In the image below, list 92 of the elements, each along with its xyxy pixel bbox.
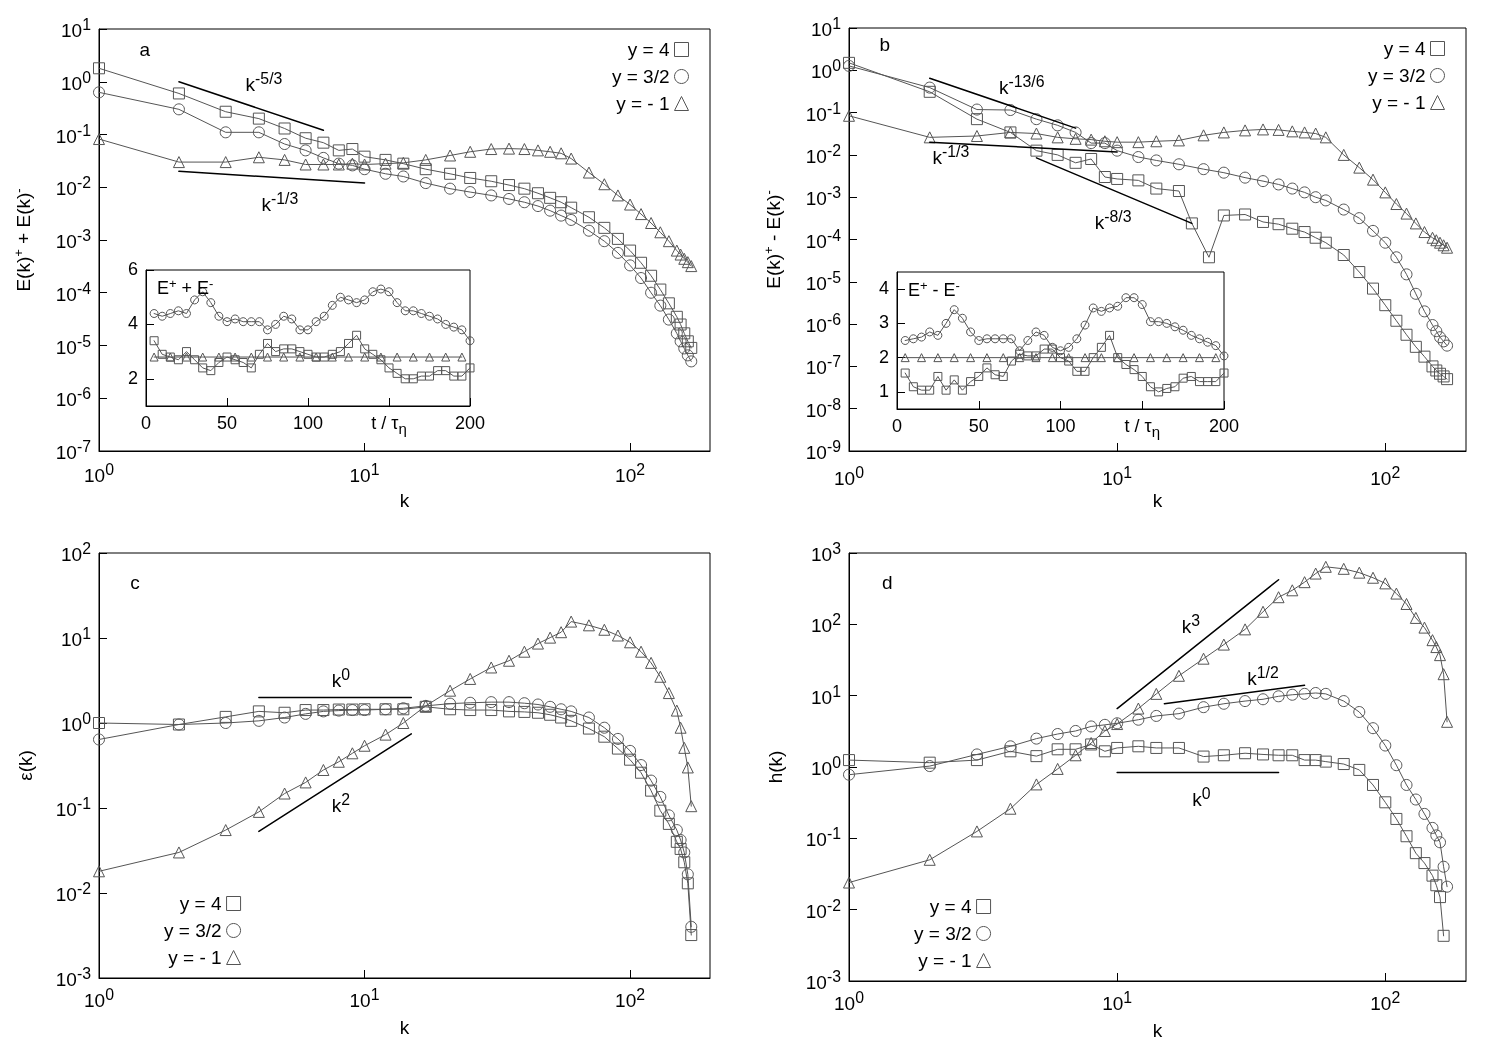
y-axis-title: E(k)+ - E(k)- bbox=[761, 190, 784, 289]
y-tick-label: 10$^{1}$ bbox=[811, 682, 841, 709]
annotation: k$^{-5/3}$ bbox=[245, 69, 283, 96]
legend-label: y = 3/2 bbox=[163, 920, 222, 941]
y-tick-label: 10$^{2}$ bbox=[811, 611, 841, 638]
y-tick-label: 2 bbox=[127, 367, 138, 389]
x-axis-title: k bbox=[399, 1017, 410, 1038]
annotation: k$^{0}$ bbox=[331, 666, 351, 693]
y-tick-label: 10$^{2}$ bbox=[61, 539, 91, 567]
legend-label: y = 4 bbox=[179, 893, 222, 914]
y-tick-label: 10$^{-7}$ bbox=[805, 353, 841, 380]
annotation: a bbox=[139, 38, 151, 61]
annotation: k$^{1/2}$ bbox=[1247, 664, 1279, 691]
y-tick-label: 3 bbox=[878, 312, 889, 334]
x-tick-label: 200 bbox=[454, 413, 486, 434]
annotation: c bbox=[130, 571, 140, 594]
x-tick-label: 0 bbox=[140, 413, 152, 434]
x-tick-label: 10$^{1}$ bbox=[349, 986, 380, 1013]
annotation: k$^{3}$ bbox=[1181, 611, 1200, 638]
annotation: k$^{-8/3}$ bbox=[1094, 207, 1132, 234]
x-tick-label: 0 bbox=[891, 416, 903, 437]
y-tick-label: 10$^{-1}$ bbox=[805, 99, 841, 126]
x-tick-label: 200 bbox=[1208, 416, 1240, 437]
y-tick-label: 10$^{-5}$ bbox=[55, 332, 91, 359]
annotation: k$^{-1/3}$ bbox=[932, 143, 970, 170]
x-tick-label: 50 bbox=[216, 413, 238, 434]
annotation: b bbox=[879, 33, 891, 56]
y-tick-label: 10$^{1}$ bbox=[61, 15, 91, 43]
legend-label: y = - 1 bbox=[918, 950, 972, 971]
y-tick-label: 10$^{-2}$ bbox=[55, 879, 91, 907]
y-tick-label: 10$^{-9}$ bbox=[805, 437, 841, 465]
annotation: k$^{-13/6}$ bbox=[998, 72, 1045, 99]
legend-label: y = 3/2 bbox=[913, 923, 972, 944]
y-tick-label: 4 bbox=[127, 313, 138, 335]
x-tick-label: 10$^{1}$ bbox=[1102, 464, 1133, 491]
x-tick-label: 10$^{1}$ bbox=[349, 461, 380, 488]
y-tick-label: 10$^{-1}$ bbox=[55, 121, 91, 148]
x-axis-title: k bbox=[1152, 1020, 1163, 1041]
y-tick-label: 10$^{-1}$ bbox=[805, 825, 841, 852]
y-tick-label: 2 bbox=[878, 346, 889, 368]
x-tick-label: 10$^{2}$ bbox=[1370, 464, 1401, 491]
y-tick-label: 10$^{1}$ bbox=[61, 624, 91, 652]
legend-label: y = - 1 bbox=[616, 93, 670, 114]
y-axis-title: ε(k) bbox=[15, 750, 36, 781]
y-tick-label: 10$^{-2}$ bbox=[55, 174, 91, 201]
y-axis-title: E(k)+ + E(k)- bbox=[11, 188, 34, 292]
y-tick-label: 6 bbox=[127, 259, 138, 280]
x-axis-title: k bbox=[399, 490, 410, 511]
x-axis-title: t / τ$_{η}$ bbox=[1124, 416, 1160, 441]
y-tick-label: 10$^{-6}$ bbox=[55, 385, 91, 412]
legend-label: y = 4 bbox=[1383, 38, 1426, 59]
chart-title: E+ - E- bbox=[908, 278, 960, 300]
legend-label: y = - 1 bbox=[168, 947, 222, 968]
annotation: k$^{-1/3}$ bbox=[261, 189, 299, 216]
x-tick-label: 10$^{2}$ bbox=[615, 986, 646, 1013]
y-tick-label: 10$^{1}$ bbox=[811, 14, 841, 42]
y-tick-label: 10$^{-6}$ bbox=[805, 310, 841, 338]
x-tick-label: 10$^{1}$ bbox=[1102, 989, 1133, 1016]
x-tick-label: 10$^{2}$ bbox=[615, 461, 646, 488]
y-tick-label: 10$^{0}$ bbox=[61, 709, 91, 737]
y-tick-label: 10$^{0}$ bbox=[61, 68, 91, 95]
y-tick-label: 10$^{-8}$ bbox=[805, 395, 841, 422]
x-tick-label: 50 bbox=[968, 416, 989, 437]
x-tick-label: 100 bbox=[1045, 416, 1076, 437]
y-axis-title: h(k) bbox=[765, 750, 786, 784]
annotation: d bbox=[881, 571, 893, 594]
legend-label: y = 3/2 bbox=[611, 66, 670, 87]
legend-label: y = 3/2 bbox=[1367, 65, 1426, 86]
x-tick-label: 100 bbox=[292, 413, 324, 434]
y-tick-label: 1 bbox=[878, 380, 889, 402]
chart-title: E+ + E- bbox=[157, 276, 214, 298]
y-tick-label: 10$^{-1}$ bbox=[55, 794, 91, 822]
legend-label: y = 4 bbox=[627, 39, 670, 60]
y-tick-label: 10$^{0}$ bbox=[811, 753, 841, 781]
legend-label: y = - 1 bbox=[1372, 92, 1426, 113]
x-tick-label: 10$^{2}$ bbox=[1370, 989, 1401, 1016]
y-tick-label: 10$^{0}$ bbox=[811, 57, 841, 84]
x-axis-title: k bbox=[1152, 490, 1163, 511]
y-tick-label: 10$^{-2}$ bbox=[805, 141, 841, 168]
legend-label: y = 4 bbox=[929, 896, 972, 917]
y-tick-label: 10$^{-5}$ bbox=[805, 268, 841, 295]
annotation: k$^{0}$ bbox=[1192, 784, 1211, 811]
annotation: k$^{2}$ bbox=[331, 790, 351, 817]
y-tick-label: 10$^{-4}$ bbox=[55, 279, 91, 306]
y-tick-label: 10$^{-2}$ bbox=[805, 896, 841, 923]
y-tick-label: 10$^{-4}$ bbox=[805, 226, 841, 253]
y-tick-label: 10$^{-3}$ bbox=[55, 226, 91, 254]
y-tick-label: 4 bbox=[878, 278, 889, 300]
x-axis-title: t / τ$_{η}$ bbox=[371, 413, 407, 438]
y-tick-label: 10$^{3}$ bbox=[811, 539, 841, 567]
y-tick-label: 10$^{-3}$ bbox=[805, 184, 841, 211]
x-tick-label: 10$^{0}$ bbox=[834, 464, 864, 491]
